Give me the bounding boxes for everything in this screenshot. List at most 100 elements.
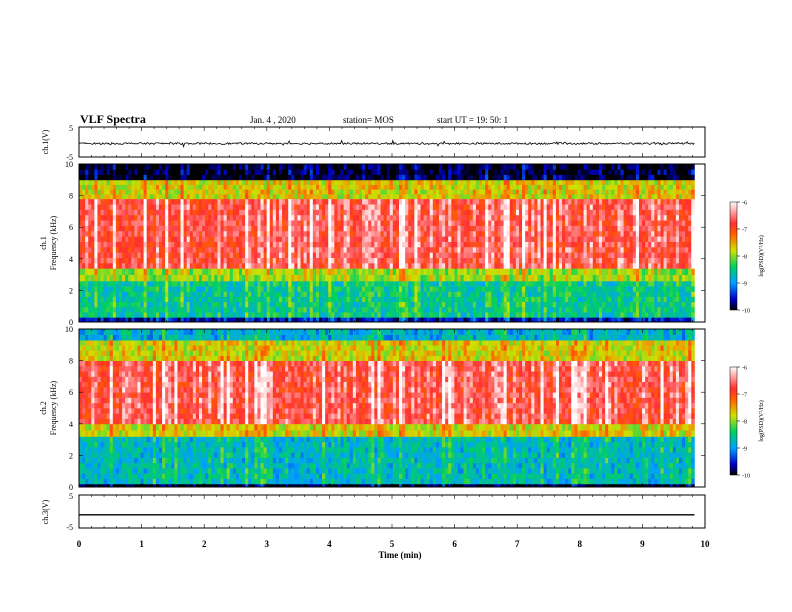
header-station: station= MOS bbox=[343, 115, 394, 125]
spectrogram-cell bbox=[291, 204, 295, 210]
spectrogram-cell bbox=[309, 230, 314, 237]
spectrogram-cell bbox=[392, 198, 397, 205]
spectrogram-cell bbox=[574, 246, 578, 253]
spectrogram-cell bbox=[109, 174, 114, 181]
spectrogram-cell bbox=[146, 220, 151, 226]
spectrogram-cell bbox=[303, 306, 308, 313]
spectrogram-cell bbox=[100, 230, 105, 237]
spectrogram-cell bbox=[238, 236, 243, 242]
spectrogram-cell bbox=[91, 246, 95, 253]
spectrogram-cell bbox=[232, 214, 237, 221]
spectrogram-cell bbox=[571, 246, 575, 253]
spectrogram-cell bbox=[300, 198, 305, 205]
spectrogram-cell bbox=[269, 236, 274, 242]
spectrogram-cell bbox=[251, 220, 255, 226]
spectrogram-cell bbox=[85, 209, 89, 216]
spectrogram-cell bbox=[368, 189, 372, 195]
spectrogram-cell bbox=[472, 286, 477, 292]
spectrogram-cell bbox=[562, 317, 566, 322]
spectrogram-cell bbox=[562, 225, 566, 232]
spectrogram-cell bbox=[223, 198, 228, 205]
spectrogram-cell bbox=[426, 286, 431, 292]
spectrogram-cell bbox=[482, 280, 486, 287]
spectrogram-cell bbox=[128, 184, 132, 190]
spectrogram-cell bbox=[248, 194, 252, 200]
spectrogram-cell bbox=[368, 280, 372, 287]
spectrogram-cell bbox=[140, 286, 145, 292]
spectrogram-cell bbox=[140, 312, 145, 318]
spectrogram-cell bbox=[334, 257, 338, 264]
spectrogram-cell bbox=[88, 225, 92, 232]
spectrogram-cell bbox=[285, 286, 289, 292]
spectrogram-cell bbox=[389, 236, 394, 242]
spectrogram-cell bbox=[195, 220, 200, 226]
spectrogram-cell bbox=[122, 291, 126, 297]
spectrogram-cell bbox=[248, 174, 252, 181]
spectrogram-cell bbox=[506, 194, 511, 200]
spectrogram-cell bbox=[485, 209, 489, 216]
spectrogram-cell bbox=[137, 301, 141, 308]
spectrogram-cell bbox=[355, 194, 360, 200]
spectrogram-cell bbox=[152, 194, 157, 200]
spectrogram-cell bbox=[454, 280, 458, 287]
spectrogram-cell bbox=[371, 164, 375, 170]
spectrogram-cell bbox=[432, 214, 437, 221]
spectrogram-cell bbox=[420, 184, 425, 190]
spectrogram-cell bbox=[555, 252, 560, 258]
spectrogram-cell bbox=[109, 296, 114, 303]
spectrogram-cell bbox=[420, 291, 425, 297]
spectrogram-cell bbox=[571, 230, 575, 237]
spectrogram-cell bbox=[565, 306, 569, 313]
spectrogram-cell bbox=[386, 225, 391, 232]
spectrogram-cell bbox=[405, 246, 409, 253]
spectrogram-cell bbox=[562, 174, 566, 181]
spectrogram-cell bbox=[500, 274, 504, 282]
spectrogram-cell bbox=[288, 268, 292, 275]
spectrogram-cell bbox=[109, 257, 114, 264]
spectrogram-cell bbox=[146, 225, 151, 232]
spectrogram-cell bbox=[494, 306, 498, 313]
spectrogram-cell bbox=[525, 252, 529, 258]
spectrogram-cell bbox=[432, 220, 437, 226]
spectrogram-cell bbox=[411, 164, 415, 170]
spectrogram-cell bbox=[534, 214, 538, 221]
spectrogram-cell bbox=[223, 209, 228, 216]
spectrogram-cell bbox=[482, 252, 486, 258]
spectrogram-cell bbox=[257, 214, 261, 221]
spectrogram-cell bbox=[482, 214, 486, 221]
spectrogram-cell bbox=[137, 246, 141, 253]
spectrogram-cell bbox=[171, 236, 175, 242]
spectrogram-cell bbox=[82, 220, 86, 226]
spectrogram-cell bbox=[232, 164, 237, 170]
spectrogram-cell bbox=[506, 236, 511, 242]
spectrogram-cell bbox=[343, 198, 348, 205]
spectrogram-cell bbox=[195, 252, 200, 258]
spectrogram-cell bbox=[152, 204, 157, 210]
spectrogram-cell bbox=[355, 220, 360, 226]
spectrogram-cell bbox=[343, 268, 348, 275]
spectrogram-cell bbox=[291, 274, 295, 282]
spectrogram-cell bbox=[266, 194, 271, 200]
spectrogram-cell bbox=[85, 246, 89, 253]
spectrogram-cell bbox=[451, 214, 455, 221]
spectrogram-cell bbox=[186, 179, 191, 185]
spectrogram-cell bbox=[109, 230, 114, 237]
spectrogram-cell bbox=[426, 225, 431, 232]
spectrogram-cell bbox=[122, 268, 126, 275]
spectrogram-cell bbox=[266, 220, 271, 226]
spectrogram-cell bbox=[158, 214, 163, 221]
spectrogram-cell bbox=[515, 220, 520, 226]
spectrogram-cell bbox=[420, 169, 425, 175]
spectrogram-cell bbox=[309, 262, 314, 269]
spectrogram-cell bbox=[115, 257, 120, 264]
spectrogram-cell bbox=[82, 236, 86, 242]
spectrogram-cell bbox=[442, 291, 446, 297]
spectrogram-cell bbox=[429, 246, 434, 253]
spectrogram-cell bbox=[380, 209, 385, 216]
spectrogram-cell bbox=[318, 268, 323, 275]
spectrogram-cell bbox=[106, 252, 111, 258]
spectrogram-cell bbox=[506, 257, 511, 264]
spectrogram-cell bbox=[140, 174, 145, 181]
spectrogram-cell bbox=[115, 317, 120, 322]
spectrogram-cell bbox=[282, 179, 286, 185]
